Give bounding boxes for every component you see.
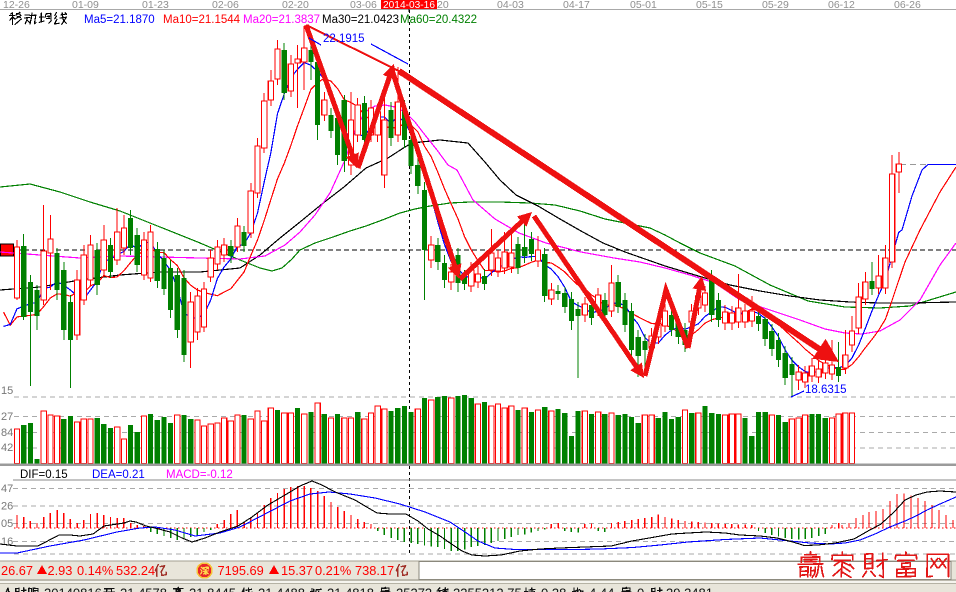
- svg-text:05-01: 05-01: [630, 0, 657, 11]
- svg-text:26.67: 26.67: [1, 563, 33, 578]
- svg-text:21.8445: 21.8445: [189, 586, 236, 592]
- svg-text:39.3481: 39.3481: [666, 586, 713, 592]
- svg-text:2.93: 2.93: [48, 563, 73, 578]
- svg-text:0: 0: [637, 586, 644, 592]
- svg-text:04-17: 04-17: [563, 0, 590, 11]
- svg-text:Ma60=20.4322: Ma60=20.4322: [400, 14, 477, 26]
- svg-text:21.4818: 21.4818: [327, 586, 374, 592]
- svg-text:05-15: 05-15: [696, 0, 723, 11]
- svg-text:15.37: 15.37: [281, 563, 313, 578]
- svg-text:16: 16: [1, 536, 13, 548]
- svg-text:02-20: 02-20: [282, 0, 309, 11]
- svg-text:12-26: 12-26: [3, 0, 30, 11]
- svg-text:0.38: 0.38: [541, 586, 566, 592]
- svg-text:532.24: 532.24: [116, 563, 155, 578]
- svg-text:21.4578: 21.4578: [120, 586, 167, 592]
- svg-text:4.44: 4.44: [589, 586, 614, 592]
- svg-text:21.4488: 21.4488: [258, 586, 305, 592]
- svg-text:26: 26: [1, 501, 13, 513]
- svg-text:42: 42: [1, 442, 13, 454]
- svg-text:738.17: 738.17: [355, 563, 394, 578]
- svg-text:0.14%: 0.14%: [77, 563, 113, 578]
- svg-text:06-26: 06-26: [894, 0, 921, 11]
- svg-text:18.6315: 18.6315: [805, 384, 847, 396]
- svg-text:84: 84: [1, 427, 13, 439]
- svg-text:22.1915: 22.1915: [323, 33, 365, 45]
- svg-text:04-03: 04-03: [497, 0, 524, 11]
- svg-text:Ma20=21.3837: Ma20=21.3837: [243, 14, 320, 26]
- svg-text:05: 05: [1, 518, 13, 530]
- svg-text:47: 47: [1, 483, 13, 495]
- svg-text:20140816: 20140816: [44, 586, 102, 592]
- svg-text:01-09: 01-09: [72, 0, 99, 11]
- svg-text:DIF=0.15: DIF=0.15: [20, 469, 68, 481]
- svg-text:DEA=0.21: DEA=0.21: [92, 469, 145, 481]
- svg-text:0.21%: 0.21%: [315, 563, 351, 578]
- svg-text:MACD=-0.12: MACD=-0.12: [166, 469, 233, 481]
- svg-text:01-23: 01-23: [142, 0, 169, 11]
- svg-text:03-06: 03-06: [350, 0, 377, 11]
- svg-text:Ma30=21.0423: Ma30=21.0423: [322, 14, 399, 26]
- svg-text:7195.69: 7195.69: [218, 563, 264, 578]
- svg-text:27: 27: [1, 411, 13, 423]
- svg-text:20: 20: [437, 0, 449, 11]
- svg-text:Ma10=21.1544: Ma10=21.1544: [163, 14, 241, 26]
- svg-text:05-29: 05-29: [762, 0, 789, 11]
- svg-text:2014-03-16: 2014-03-16: [383, 0, 436, 11]
- svg-text:2355212.75: 2355212.75: [453, 586, 522, 592]
- svg-text:Ma5=21.1870: Ma5=21.1870: [84, 14, 155, 26]
- svg-text:06-12: 06-12: [828, 0, 855, 11]
- svg-text:15: 15: [1, 385, 13, 397]
- svg-text:25373: 25373: [396, 586, 432, 592]
- svg-text:02-06: 02-06: [212, 0, 239, 11]
